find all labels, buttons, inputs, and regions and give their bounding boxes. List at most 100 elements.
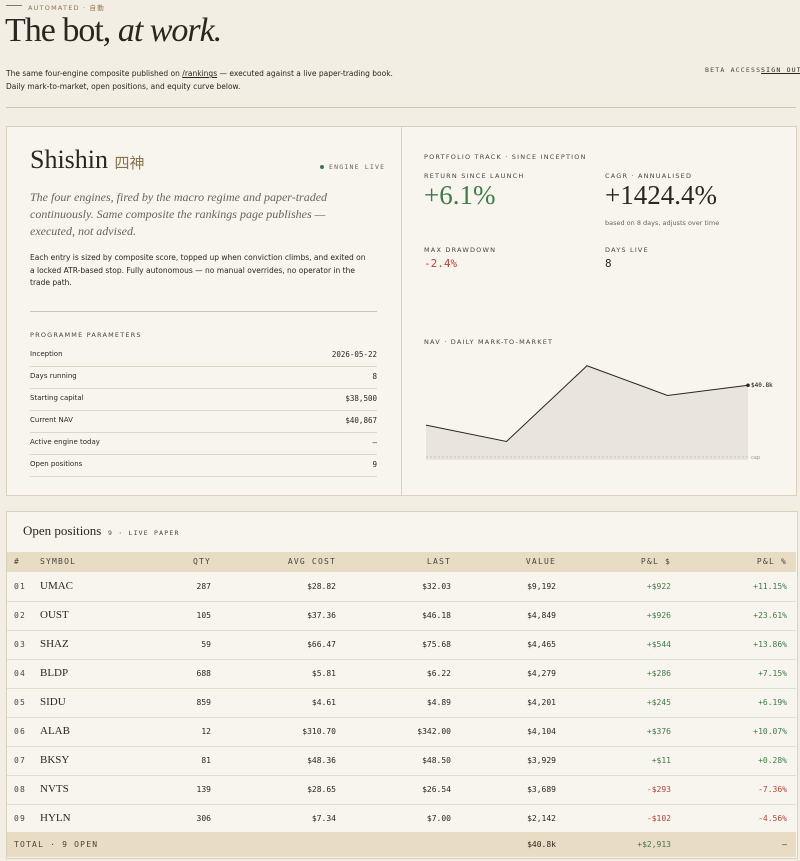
cell: $6.22 [426,669,451,678]
column-header: SYMBOL [40,557,77,566]
param-value: 8 [372,372,377,381]
nav-end-label: $40.8k [751,382,773,389]
cell: -4.56% [758,814,787,823]
cell: 09 [14,814,27,823]
rankings-link[interactable]: /rankings [182,69,218,78]
total-cell: $40.8k [527,840,556,849]
positions-title: Open positions [23,523,102,538]
cell: 04 [14,669,27,678]
nav-line [425,365,749,443]
cell: 306 [196,814,211,823]
cell: +$286 [646,669,671,678]
cell: $46.18 [422,611,451,620]
cell: -7.36% [758,785,787,794]
cell: 688 [196,669,211,678]
title-text: The bot, [5,12,111,49]
cell: $4.61 [311,698,336,707]
param-label: Active engine today [30,438,100,446]
param-rule [30,454,377,455]
param-label: Starting capital [30,394,84,402]
header-divider [6,107,796,108]
param-rule [30,388,377,389]
cell: 59 [201,640,211,649]
param-value: — [372,438,377,447]
cell: $32.03 [422,582,451,591]
param-value: 2026-05-22 [331,350,377,359]
cell: -$293 [646,785,671,794]
cell: $4,465 [527,640,556,649]
cell: $66.47 [307,640,336,649]
symbol: SHAZ [40,638,69,650]
table-row: 03 SHAZ 59 $66.47 $75.68 $4,465 +$544 +13.86% [7,630,796,660]
cell: $4,201 [527,698,556,707]
cell: +10.07% [753,727,787,736]
cell: +$245 [646,698,671,707]
nav-end-dot [746,383,750,388]
description: The same four-engine composite published… [6,67,393,93]
symbol: BLDP [40,667,69,679]
cell: $48.50 [422,756,451,765]
symbol: BKSY [40,754,70,766]
cell: 81 [201,756,211,765]
stat-label: DAYS LIVE [605,246,649,254]
engine-name-text: Shishin [30,145,109,174]
stat-note: based on 8 days, adjusts over time [605,219,720,227]
param-value: $38,500 [345,394,377,403]
param-value: $40,867 [345,416,377,425]
symbol: OUST [40,609,69,621]
page-title: The bot, at work. [5,12,222,50]
table-row: 08 NVTS 139 $28.65 $26.54 $3,689 -$293 -7.36% [7,775,796,805]
cell: 07 [14,756,27,765]
column-header: P&L $ [640,557,671,566]
cell: $4,279 [527,669,556,678]
symbol: HYLN [40,812,71,824]
cell: 01 [14,582,27,591]
cell: $26.54 [422,785,451,794]
total-cell: TOTAL · 9 OPEN [14,840,99,849]
symbol: SIDU [40,696,66,708]
param-value: 9 [372,460,377,469]
cell: +$544 [646,640,671,649]
cell: +0.28% [758,756,787,765]
cell: $37.36 [307,611,336,620]
divider [30,311,377,312]
cell: +13.86% [753,640,787,649]
nav-chart-title: NAV · DAILY MARK-TO-MARKET [424,338,554,346]
eyebrow: AUTOMATED · 自動 [28,4,105,12]
cell: 859 [196,698,211,707]
nav-area [426,365,748,460]
engine-body: Each entry is sized by composite score, … [30,253,366,287]
status-dot [320,165,324,169]
cell: 08 [14,785,27,794]
beta-access[interactable]: BETA ACCESS [705,66,762,74]
table-row: 06 ALAB 12 $310.70 $342.00 $4,104 +$376 +10.07% [7,717,796,747]
cell: 02 [14,611,27,620]
column-header: # [14,557,21,566]
nav-chart: $40.8k cap [425,365,773,461]
cell: +6.19% [758,698,787,707]
param-rule [30,410,377,411]
cell: $75.68 [422,640,451,649]
cell: $3,929 [527,756,556,765]
symbol: ALAB [40,725,70,737]
cell: 105 [196,611,211,620]
param-label: Inception [30,350,63,358]
cell: $342.00 [417,727,451,736]
stat-value: +6.1% [424,180,496,210]
param-label: Days running [30,372,77,380]
cell: 05 [14,698,27,707]
symbol: UMAC [40,580,74,592]
baseline-label: cap [751,455,760,461]
cell: 06 [14,727,27,736]
portfolio-title: PORTFOLIO TRACK · SINCE INCEPTION [424,153,587,161]
sign-out[interactable]: SIGN OUT [761,66,800,74]
column-header: AVG COST [287,557,336,566]
cell: $48.36 [307,756,336,765]
total-cell: — [782,840,787,849]
column-header: QTY [192,557,211,566]
cell: +23.61% [753,611,787,620]
description-text: Daily mark-to-market, open positions, an… [6,82,241,91]
cell: $7.34 [311,814,336,823]
cell: $3,689 [527,785,556,794]
